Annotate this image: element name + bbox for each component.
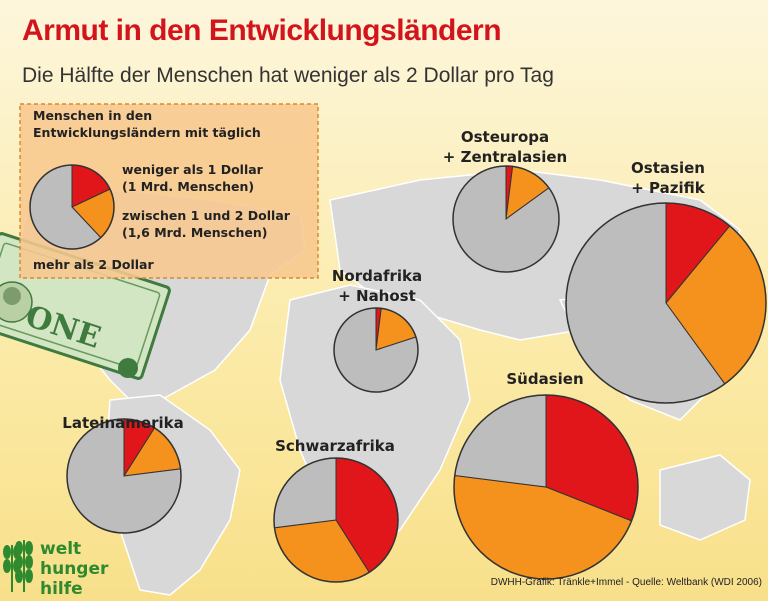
legend-heading-2: Entwicklungsländern mit täglich bbox=[33, 125, 261, 140]
legend-between-line2: (1,6 Mrd. Menschen) bbox=[122, 225, 268, 240]
pie-schwarzafrika-slice-over-2-dollar bbox=[273, 457, 337, 529]
label-osteuropa-2: + Zentralasien bbox=[443, 148, 567, 166]
logo-line-3: hilfe bbox=[40, 579, 83, 599]
pie-nordafrika-outline bbox=[333, 307, 419, 393]
label-ostasien-2: + Pazifik bbox=[631, 179, 705, 197]
welthungerhilfe-logo: welt hunger hilfe bbox=[3, 539, 109, 599]
label-osteuropa-1: Osteuropa bbox=[461, 128, 549, 146]
pie-lateinamerika bbox=[66, 418, 182, 534]
legend-pie-outline bbox=[29, 164, 115, 250]
wheat-icon bbox=[3, 540, 33, 592]
pie-schwarzafrika bbox=[273, 457, 399, 583]
region-pies bbox=[66, 165, 767, 583]
legend: Menschen in den Entwicklungsländern mit … bbox=[19, 103, 319, 279]
pie-ostasien-outline bbox=[565, 202, 767, 404]
pie-nordafrika bbox=[333, 307, 419, 393]
page-subtitle: Die Hälfte der Menschen hat weniger als … bbox=[22, 64, 554, 87]
pie-suedasien bbox=[453, 394, 639, 580]
label-nordafrika-1: Nordafrika bbox=[332, 267, 422, 285]
source-credit: DWHH-Grafik: Tränkle+Immel - Quelle: Wel… bbox=[491, 577, 762, 588]
logo-line-1: welt bbox=[40, 539, 81, 559]
label-nordafrika-2: + Nahost bbox=[338, 287, 416, 305]
pie-osteuropa-outline bbox=[452, 165, 560, 273]
region-labels: Osteuropa + Zentralasien Ostasien + Pazi… bbox=[62, 128, 705, 455]
pie-suedasien-slice-over-2-dollar bbox=[454, 394, 547, 488]
pie-osteuropa bbox=[452, 165, 560, 273]
legend-over2: mehr als 2 Dollar bbox=[33, 257, 154, 272]
label-schwarzafrika: Schwarzafrika bbox=[275, 437, 395, 455]
legend-heading-1: Menschen in den bbox=[33, 108, 152, 123]
pie-ostasien bbox=[565, 202, 767, 404]
legend-pie bbox=[29, 164, 115, 250]
page-title: Armut in den Entwicklungsländern bbox=[22, 14, 502, 47]
label-suedasien: Südasien bbox=[506, 370, 583, 388]
label-ostasien-1: Ostasien bbox=[631, 159, 705, 177]
pie-lateinamerika-outline bbox=[66, 418, 182, 534]
pie-suedasien-outline bbox=[453, 394, 639, 580]
label-lateinamerika: Lateinamerika bbox=[62, 414, 183, 432]
pie-schwarzafrika-outline bbox=[273, 457, 399, 583]
legend-under1-line2: (1 Mrd. Menschen) bbox=[122, 179, 254, 194]
logo-line-2: hunger bbox=[40, 559, 109, 579]
legend-under1-line1: weniger als 1 Dollar bbox=[122, 162, 264, 177]
legend-between-line1: zwischen 1 und 2 Dollar bbox=[122, 208, 291, 223]
